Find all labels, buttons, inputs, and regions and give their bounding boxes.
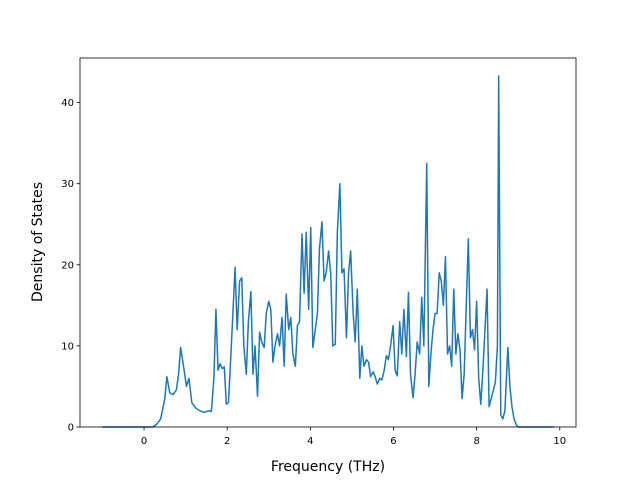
y-axis-label: Density of States (30, 182, 46, 302)
y-tick-label: 30 (61, 179, 74, 190)
x-tick-label: 8 (473, 436, 479, 447)
x-tick-label: 4 (307, 436, 313, 447)
x-tick-label: 0 (141, 436, 147, 447)
x-tick-label: 6 (390, 436, 396, 447)
y-tick-label: 40 (61, 98, 74, 109)
y-tick-label: 0 (68, 423, 74, 434)
x-tick-label: 10 (553, 436, 566, 447)
x-axis-label: Frequency (THz) (271, 459, 385, 475)
y-tick-label: 10 (61, 341, 74, 352)
y-tick-label: 20 (61, 260, 74, 271)
data-line (102, 75, 554, 428)
x-tick-label: 2 (224, 436, 230, 447)
plot-frame (79, 57, 577, 428)
